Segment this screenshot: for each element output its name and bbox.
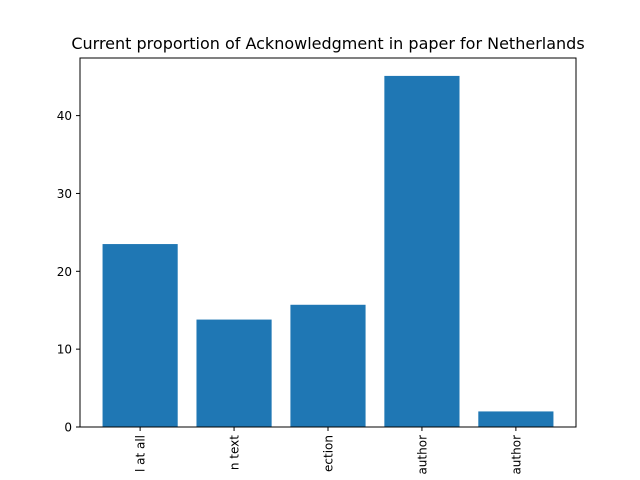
chart-title: Current proportion of Acknowledgment in … (71, 34, 584, 53)
x-tick-label: n text (228, 435, 242, 470)
y-tick-label: 10 (57, 343, 72, 357)
x-tick-label: author (415, 435, 429, 475)
x-axis: l at all n text ection author author (134, 427, 523, 475)
bar (290, 304, 366, 427)
y-tick-label: 40 (57, 109, 72, 123)
bar-group (102, 75, 554, 427)
bar (102, 244, 178, 427)
y-tick-label: 30 (57, 187, 72, 201)
x-tick-label: ection (322, 435, 336, 472)
x-tick-label: author (509, 435, 523, 475)
y-tick-label: 20 (57, 265, 72, 279)
x-tick-label: l at all (134, 435, 148, 472)
y-axis: 0 10 20 30 40 (57, 109, 80, 435)
bar (196, 319, 272, 427)
bar (384, 75, 460, 427)
bar (478, 411, 554, 427)
y-tick-label: 0 (64, 421, 72, 435)
plot-frame (79, 57, 577, 428)
